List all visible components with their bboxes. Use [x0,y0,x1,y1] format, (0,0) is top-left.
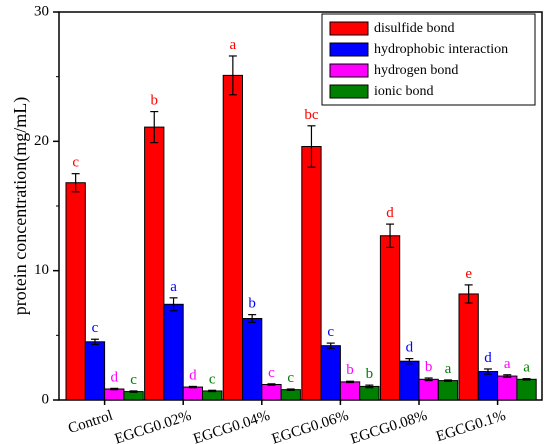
bar [65,182,86,401]
significance-label: c [287,370,294,386]
bar [222,74,243,401]
x-tick-label: EGCG0.06% [270,408,351,444]
legend-label: ionic bond [374,84,434,99]
significance-label: a [230,37,237,53]
bar [339,381,361,401]
significance-label: b [346,362,354,378]
bar [242,318,263,401]
x-tick-label: Control [66,408,115,437]
significance-label: a [445,361,452,377]
bar [399,360,420,401]
significance-label: c [130,372,137,388]
significance-label: c [209,371,216,387]
y-tick-label: 0 [42,391,50,407]
bar [516,378,537,401]
significance-label: b [425,359,433,375]
legend: disulfide bond hydrophobic interaction hyd… [321,13,536,106]
x-tick-label: EGCG0.02% [113,408,194,444]
bar [477,371,499,401]
bar [458,293,479,401]
significance-label: d [111,369,119,385]
bar [418,378,439,401]
bar [437,380,459,401]
y-tick-label: 30 [34,3,49,19]
bar [202,390,223,401]
significance-label: a [504,356,511,372]
bar [144,126,165,401]
legend-swatch [329,42,369,57]
significance-label: a [523,360,530,376]
x-tick-label: EGCG0.08% [349,408,430,444]
y-tick-label: 10 [34,262,49,278]
significance-label: bc [304,107,319,123]
bar [182,386,203,401]
bar [301,146,322,401]
y-axis-title: protein concentration(mg/mL) [10,97,31,315]
legend-items: disulfide bond hydrophobic interaction hyd… [329,21,508,99]
significance-label: c [72,155,79,171]
significance-label: c [268,365,275,381]
significance-label: a [170,279,177,295]
significance-label: d [189,367,197,383]
x-tick-label: EGCG0.1% [434,408,507,444]
legend-swatch [329,21,369,36]
bar [123,391,144,401]
bars [65,74,537,401]
legend-swatch [329,84,369,99]
error-bars [71,55,531,393]
bar [320,345,341,401]
bar [497,375,518,401]
legend-label: hydrogen bond [374,63,458,78]
significance-label: e [465,266,472,282]
significance-label: d [386,205,394,221]
bar [104,388,125,401]
significance-label: c [92,320,99,336]
legend-label: disulfide bond [374,21,455,36]
significance-label: c [327,324,334,340]
bar [261,383,282,401]
bar [379,235,401,401]
x-tick-label: EGCG0.04% [191,408,272,444]
y-axis: 0 10 20 30 [34,3,59,407]
legend-swatch [329,63,369,78]
bar [280,389,301,401]
bar [359,385,380,401]
y-tick-label: 20 [34,133,49,149]
bar [163,303,184,401]
significance-label: b [151,93,159,109]
x-axis: ControlEGCG0.02%EGCG0.04%EGCG0.06%EGCG0.… [66,400,508,444]
significance-label: d [484,350,492,366]
significance-label: b [248,296,256,312]
significance-label: b [366,366,374,382]
bar [84,341,106,401]
significance-label: d [406,340,414,356]
legend-label: hydrophobic interaction [374,42,508,57]
